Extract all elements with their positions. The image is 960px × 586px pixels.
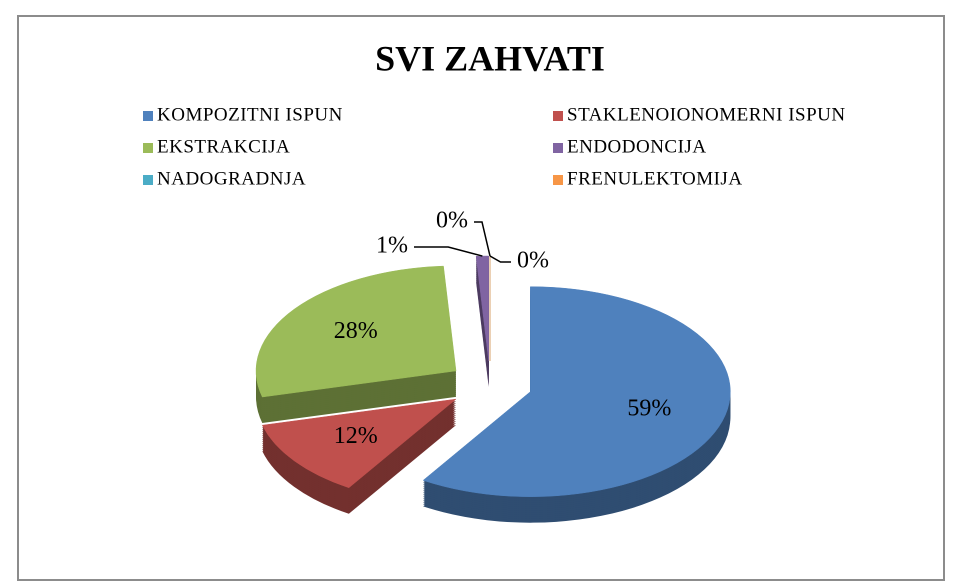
legend-swatch bbox=[553, 175, 563, 185]
slice bbox=[255, 265, 457, 398]
data-label: 59% bbox=[627, 395, 671, 421]
legend-label: STAKLENOIONOMERNI ISPUN bbox=[567, 104, 846, 125]
legend-label: EKSTRAKCIJA bbox=[157, 136, 290, 157]
legend-label: ENDODONCIJA bbox=[567, 136, 707, 157]
legend-swatch bbox=[143, 111, 153, 121]
leader-line bbox=[489, 255, 511, 263]
data-label: 1% bbox=[376, 233, 408, 259]
slice bbox=[261, 398, 457, 489]
slice bbox=[475, 255, 489, 362]
data-label: 12% bbox=[334, 423, 378, 449]
data-label: 28% bbox=[334, 318, 378, 344]
chart-title: SVI ZAHVATI bbox=[375, 38, 605, 78]
leader-line bbox=[474, 221, 491, 257]
legend-swatch bbox=[553, 143, 563, 153]
legend-label: NADOGRADNJA bbox=[157, 168, 306, 189]
leader-line bbox=[414, 246, 483, 257]
slice bbox=[422, 286, 731, 497]
legend-label: KOMPOZITNI ISPUN bbox=[157, 104, 343, 125]
legend-label: FRENULEKTOMIJA bbox=[567, 168, 743, 189]
legend-swatch bbox=[143, 175, 153, 185]
legend-swatch bbox=[143, 143, 153, 153]
data-label: 0% bbox=[517, 248, 549, 274]
legend-swatch bbox=[553, 111, 563, 121]
data-label: 0% bbox=[436, 208, 468, 234]
